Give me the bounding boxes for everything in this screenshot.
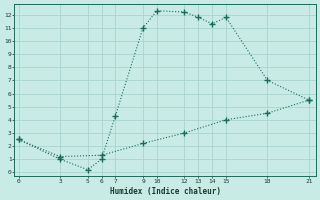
X-axis label: Humidex (Indice chaleur): Humidex (Indice chaleur) [110, 187, 220, 196]
